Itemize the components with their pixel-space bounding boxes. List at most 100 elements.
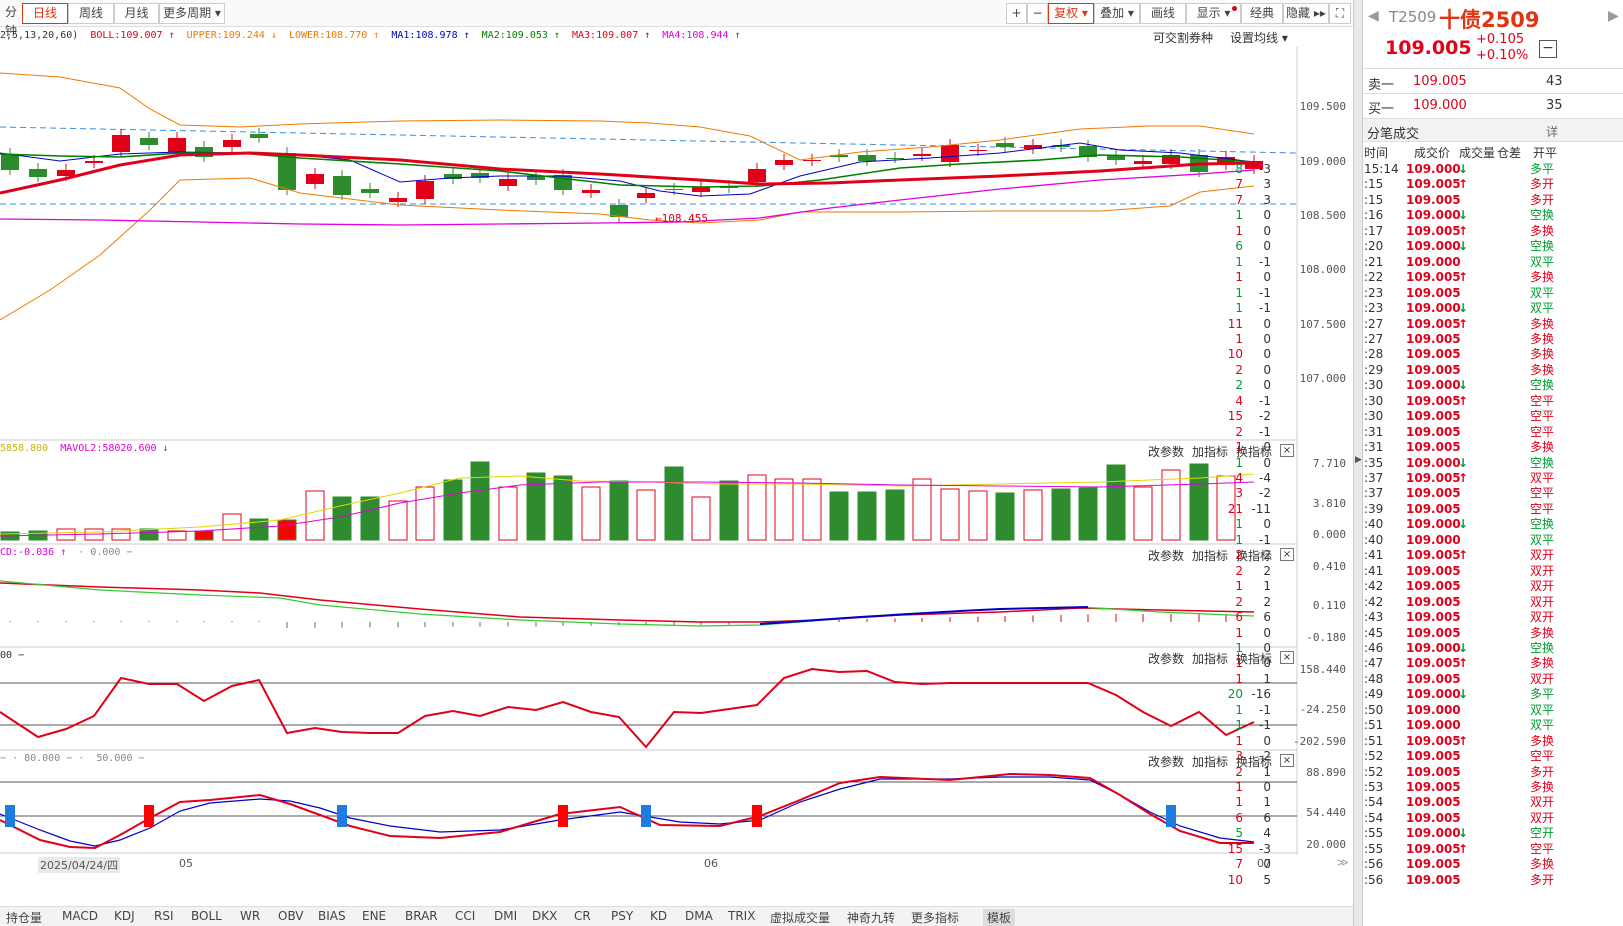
indicator-tab-6[interactable]: OBV: [278, 909, 304, 923]
indicator-tab-8[interactable]: ENE: [362, 909, 387, 923]
indicator-tab-12[interactable]: DKX: [532, 909, 558, 923]
indicator-tab-1[interactable]: MACD: [62, 909, 98, 923]
indicator-tab-11[interactable]: DMI: [494, 909, 518, 923]
trade-cell-4: 0: [1263, 440, 1271, 455]
ma1-value: MA1:108.978 ↑: [391, 30, 470, 41]
vol-close-icon[interactable]: ×: [1280, 444, 1294, 457]
draw-button[interactable]: 画线: [1140, 3, 1186, 24]
trade-cell-4: -3: [1259, 841, 1271, 856]
macd-link-0[interactable]: 改参数: [1148, 549, 1185, 563]
indicator-tab-14[interactable]: PSY: [611, 909, 634, 923]
trade-cell-1: 109.000: [1406, 301, 1461, 316]
candle: [361, 189, 379, 193]
indicator-tab-5[interactable]: WR: [240, 909, 261, 923]
volume-bar: [802, 478, 822, 541]
trade-cell-5: 双平: [1530, 702, 1555, 717]
classic-button[interactable]: 经典: [1241, 3, 1283, 24]
indicator-tab-18[interactable]: 虚拟成交量: [770, 911, 831, 925]
boll-ma-legend: 2,5,13,20,60) BOLL:109.007 ↑ UPPER:109.2…: [0, 30, 747, 46]
trade-cell-1: 109.000: [1406, 162, 1461, 176]
volume-bar: [1106, 464, 1126, 541]
indicator-tab-15[interactable]: KD: [650, 909, 668, 923]
vol-link-1[interactable]: 加指标: [1192, 445, 1229, 459]
kdj-link-1[interactable]: 加指标: [1192, 755, 1229, 769]
trades-title: 分笔成交: [1367, 127, 1420, 142]
volume-bar: [747, 474, 767, 541]
cci-link-0[interactable]: 改参数: [1148, 652, 1185, 666]
trade-cell-1: 109.005: [1406, 749, 1461, 764]
trade-cell-3: 2: [1235, 378, 1243, 393]
price-change-pct: +0.10%: [1476, 48, 1529, 63]
indicator-tab-7[interactable]: BIAS: [318, 909, 346, 923]
set-ma-link[interactable]: 设置均线 ▾: [1230, 31, 1288, 45]
volume-bar: [664, 466, 684, 541]
kline-chart[interactable]: 109.500 109.000 108.500 108.000 107.500 107.0…: [0, 47, 1353, 859]
zoom-in-button[interactable]: +: [1006, 3, 1027, 24]
volume-bar: [360, 496, 380, 541]
vol-link-2[interactable]: 换指标: [1236, 445, 1273, 459]
macd-zero: · 0.000 −: [78, 547, 133, 558]
display-button[interactable]: 显示 ▾: [1186, 3, 1241, 24]
col-price: 成交价: [1414, 146, 1451, 160]
zoom-out-button[interactable]: −: [1027, 3, 1048, 24]
candle: [444, 174, 462, 179]
kdj-link-2[interactable]: 换指标: [1236, 755, 1273, 769]
cci-link-1[interactable]: 加指标: [1192, 652, 1229, 666]
vol-link-0[interactable]: 改参数: [1148, 445, 1185, 459]
trade-cell-4: 3: [1263, 192, 1271, 207]
panel-divider[interactable]: ▶: [1353, 0, 1363, 926]
macd-close-icon[interactable]: ×: [1280, 548, 1294, 561]
adjust-button[interactable]: 复权 ▾: [1048, 3, 1094, 24]
indicator-tab-0[interactable]: 持仓量: [6, 911, 43, 925]
trade-cell-4: 6: [1263, 810, 1271, 825]
indicator-tab-2[interactable]: KDJ: [114, 909, 135, 923]
macd-link-1[interactable]: 加指标: [1192, 549, 1229, 563]
indicator-tab-9[interactable]: BRAR: [405, 909, 438, 923]
cci-link-2[interactable]: 换指标: [1236, 652, 1273, 666]
trade-cell-4: 3: [1263, 177, 1271, 192]
kdj-link-0[interactable]: 改参数: [1148, 755, 1185, 769]
indicator-tab-20[interactable]: 更多指标: [911, 911, 960, 925]
macd-link-2[interactable]: 换指标: [1236, 549, 1273, 563]
tab-daily[interactable]: 日线: [22, 3, 68, 24]
prev-contract-icon[interactable]: ◀: [1368, 8, 1379, 24]
minimize-icon[interactable]: −: [1539, 40, 1557, 58]
scroll-right-icon[interactable]: ≫: [1337, 856, 1349, 869]
trade-cell-0: :29: [1364, 362, 1384, 377]
indicator-tab-4[interactable]: BOLL: [191, 909, 222, 923]
tab-more-periods[interactable]: 更多周期 ▾: [159, 3, 225, 24]
indicator-tab-19[interactable]: 神奇九转: [847, 911, 896, 925]
tab-weekly[interactable]: 周线: [68, 3, 114, 24]
tab-minute[interactable]: 分钟: [4, 5, 17, 38]
volume-bar: [829, 491, 849, 541]
trade-cell-3: 1: [1235, 733, 1243, 748]
indicator-tab-10[interactable]: CCI: [455, 909, 476, 923]
trade-cell-0: :31: [1364, 440, 1384, 455]
detail-button[interactable]: 详: [1546, 125, 1559, 139]
tab-monthly[interactable]: 月线: [114, 3, 159, 24]
collapse-arrow-icon[interactable]: ▶: [1355, 455, 1362, 465]
indicator-tab-21[interactable]: 模板: [983, 909, 1016, 926]
kdj-signal-marker: [1166, 805, 1176, 827]
deliverable-bonds-link[interactable]: 可交割券种: [1153, 31, 1214, 45]
trade-cell-2: ↑: [1458, 656, 1469, 671]
indicator-tab-13[interactable]: CR: [574, 909, 591, 923]
trade-cell-2: ↑: [1458, 471, 1469, 485]
indicator-tab-17[interactable]: TRIX: [728, 909, 756, 923]
cci-close-icon[interactable]: ×: [1280, 651, 1294, 664]
indicator-tab-16[interactable]: DMA: [685, 909, 713, 923]
overlay-label: 叠加: [1100, 6, 1125, 20]
indicator-tab-3[interactable]: RSI: [154, 909, 174, 923]
hide-button[interactable]: 隐藏 ▸▸: [1283, 3, 1329, 24]
kdj-50: 50.000 −: [96, 753, 145, 764]
overlay-button[interactable]: 叠加 ▾: [1094, 3, 1140, 24]
trade-cell-1: 109.005: [1406, 671, 1461, 686]
next-contract-icon[interactable]: ▶: [1608, 8, 1619, 24]
trade-cell-0: :53: [1364, 780, 1384, 794]
kdj-close-icon[interactable]: ×: [1280, 754, 1294, 767]
trade-cell-0: :37: [1364, 486, 1384, 501]
trade-cell-5: 多换: [1530, 223, 1555, 238]
trade-cell-1: 109.005: [1406, 316, 1461, 331]
fullscreen-icon[interactable]: ⛶: [1329, 3, 1351, 24]
trade-cell-4: -1: [1259, 285, 1271, 300]
